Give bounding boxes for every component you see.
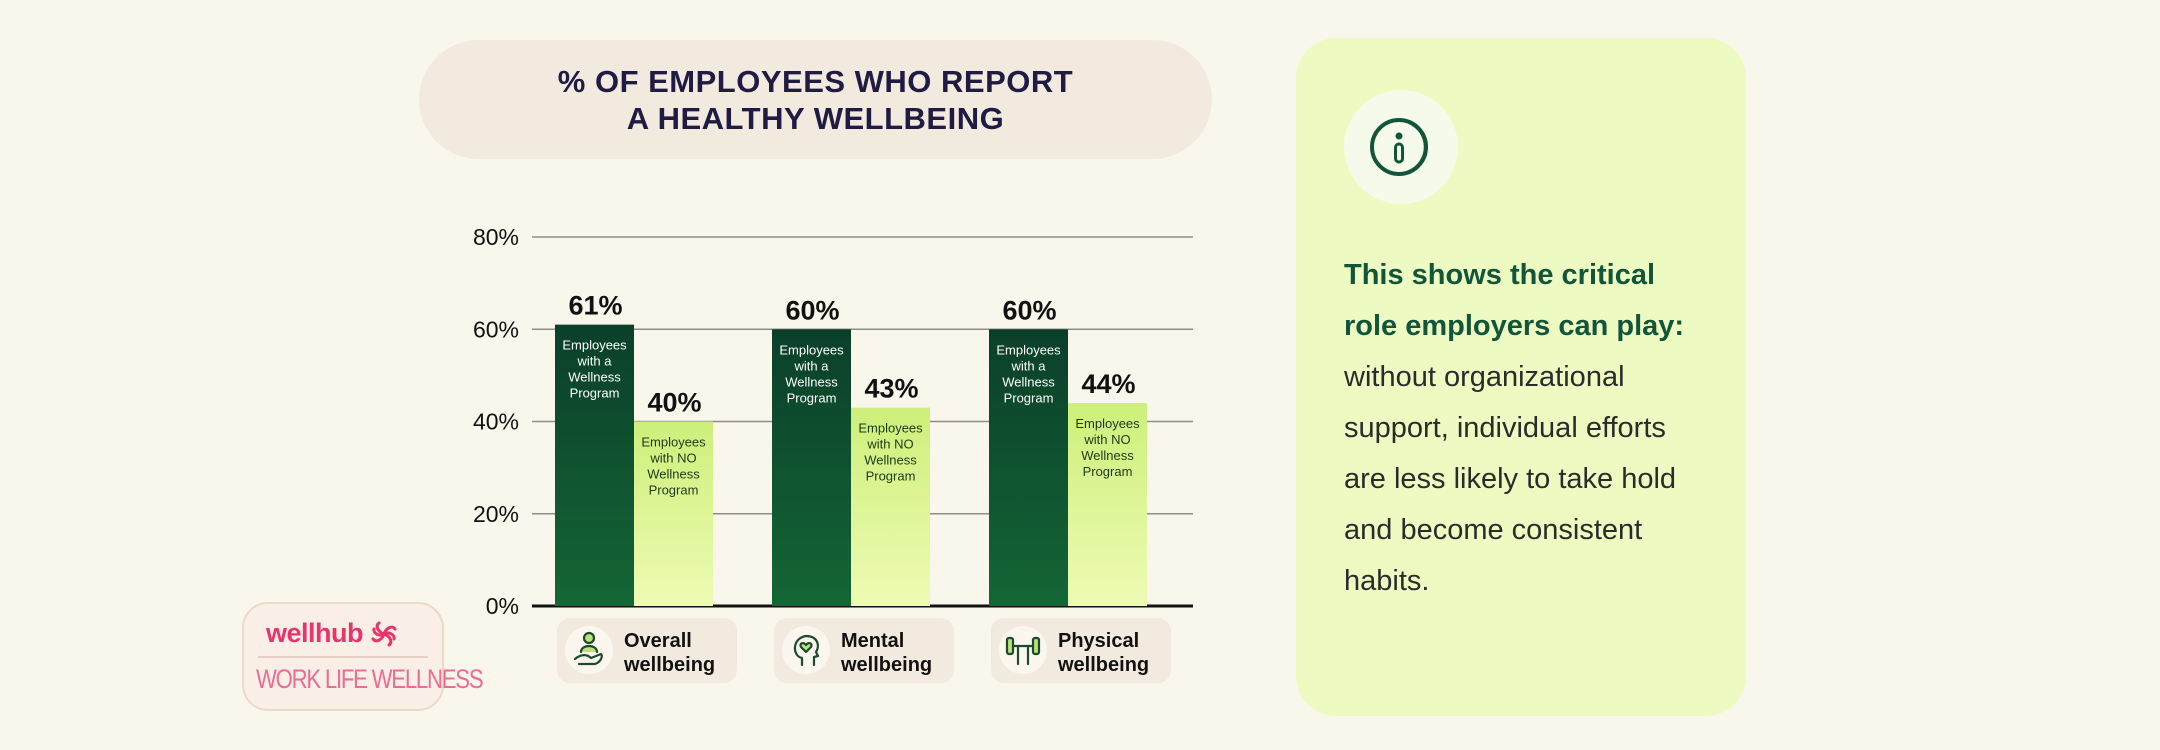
info-text: This shows the critical role employers c… xyxy=(1344,250,1724,607)
info-line: without organizational xyxy=(1344,361,1625,393)
bar xyxy=(1068,403,1147,606)
bar-series-label: Wellness xyxy=(647,467,700,482)
bar xyxy=(634,421,713,606)
info-icon-badge xyxy=(1344,90,1458,204)
bar-series-label: Wellness xyxy=(1081,448,1134,463)
heart-in-hand-icon xyxy=(573,631,603,666)
chart-title: % OF EMPLOYEES WHO REPORT A HEALTHY WELL… xyxy=(419,40,1212,159)
bar-series-label: Employees xyxy=(1075,416,1140,431)
pinwheel-icon xyxy=(371,621,397,646)
brand-logo: wellhub xyxy=(266,618,399,649)
bar-series-label: Wellness xyxy=(864,453,917,468)
brand-logo-badge: wellhub WORK LIFE WELLNESS xyxy=(242,602,484,711)
y-tick-label: 40% xyxy=(473,409,519,435)
dumbbell-icon xyxy=(1005,636,1041,666)
info-line: are less likely to take hold xyxy=(1344,463,1677,495)
bar-series-label: Employees xyxy=(858,421,923,436)
chart-title-line2: A HEALTHY WELLBEING xyxy=(626,100,1005,136)
bar-series-label: Wellness xyxy=(1002,374,1055,389)
bar-value-label: 61% xyxy=(568,291,622,321)
bar-series-label: Program xyxy=(649,483,699,498)
bar-series-label: Employees xyxy=(562,338,627,353)
bar-series-label: with a xyxy=(794,358,830,373)
bar xyxy=(555,324,634,606)
y-tick-label: 60% xyxy=(473,316,519,342)
logo-divider xyxy=(258,656,428,658)
category-label: wellbeing xyxy=(840,654,932,676)
category-label: Mental xyxy=(841,630,904,652)
bar-value-label: 43% xyxy=(864,374,918,404)
bar-series-label: Wellness xyxy=(785,374,838,389)
y-tick-label: 20% xyxy=(473,501,519,527)
icon-part xyxy=(1005,636,1015,656)
info-highlight-2: role employers can play: xyxy=(1344,310,1685,342)
info-line: habits. xyxy=(1344,565,1430,597)
icon-part xyxy=(573,652,603,666)
bar xyxy=(989,329,1068,606)
info-highlight-1: This shows the critical xyxy=(1344,259,1656,291)
bar-series-label: Employees xyxy=(779,342,844,357)
bar-series-label: Wellness xyxy=(568,370,621,385)
info-line: and become consistent xyxy=(1344,514,1643,546)
category-label: wellbeing xyxy=(1057,654,1149,676)
head-heart-icon xyxy=(793,634,820,667)
icon-part xyxy=(582,631,596,645)
chart-title-line1: % OF EMPLOYEES WHO REPORT xyxy=(557,63,1074,99)
bar-series-label: with NO xyxy=(866,437,913,452)
category-label: wellbeing xyxy=(623,654,715,676)
bar-series-label: with a xyxy=(1011,358,1047,373)
bar-value-label: 40% xyxy=(647,388,701,418)
bar-series-label: Employees xyxy=(641,435,706,450)
bar-series-label: Program xyxy=(1083,464,1133,479)
info-icon xyxy=(1370,118,1428,176)
category-label: Overall xyxy=(624,630,692,652)
bar-series-label: with NO xyxy=(649,451,696,466)
bar-value-label: 60% xyxy=(1002,295,1056,325)
icon-part xyxy=(799,641,813,654)
bar-series-label: Program xyxy=(570,386,620,401)
y-tick-label: 0% xyxy=(486,593,519,619)
icon-part xyxy=(1031,636,1041,656)
bar-series-label: Program xyxy=(1004,390,1054,405)
bar xyxy=(772,329,851,606)
info-card: This shows the critical role employers c… xyxy=(1296,38,1746,716)
bar-series-label: with NO xyxy=(1083,432,1130,447)
info-line: support, individual efforts xyxy=(1344,412,1666,444)
bar-series-label: with a xyxy=(577,354,613,369)
brand-name: wellhub xyxy=(266,618,364,648)
bar-value-label: 60% xyxy=(785,295,839,325)
bar-series-label: Program xyxy=(866,469,916,484)
category-label: Physical xyxy=(1058,630,1139,652)
icon-part xyxy=(579,644,599,654)
bar-value-label: 44% xyxy=(1081,369,1135,399)
bar xyxy=(851,407,930,606)
bar-series-label: Employees xyxy=(996,342,1061,357)
bar-series-label: Program xyxy=(787,390,837,405)
y-tick-label: 80% xyxy=(473,224,519,250)
icon-part xyxy=(793,634,820,667)
brand-subtitle: WORK LIFE WELLNESS xyxy=(256,664,484,694)
